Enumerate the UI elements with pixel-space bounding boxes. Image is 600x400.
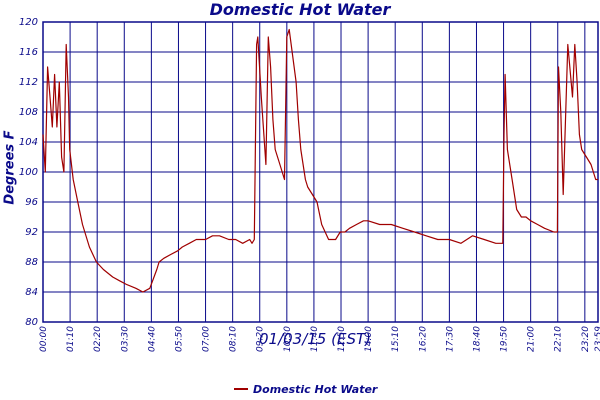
x-tick-label: 18:40: [472, 326, 482, 352]
x-tick-label: 00:00: [39, 326, 49, 352]
x-tick-label: 04:40: [147, 326, 157, 352]
x-tick-label: 09:20: [256, 326, 266, 352]
legend-swatch: [234, 388, 248, 390]
legend: Domestic Hot Water: [234, 381, 377, 397]
y-tick-label: 100: [19, 167, 38, 178]
y-tick-label: 88: [25, 257, 38, 268]
chart-title: Domestic Hot Water: [209, 0, 391, 19]
x-tick-label: 02:20: [93, 326, 103, 352]
y-tick-label: 96: [25, 197, 38, 208]
series-line-domestic-hot-water: [42, 28, 598, 293]
x-tick-label: 01:10: [66, 326, 76, 352]
x-tick-label: 11:40: [310, 326, 320, 352]
x-tick-label: 23:20: [581, 326, 591, 352]
x-tick-label: 08:10: [229, 326, 239, 352]
x-tick-label: 14:00: [364, 326, 374, 352]
x-tick-label: 21:00: [527, 326, 537, 352]
x-tick-label: 19:50: [500, 326, 510, 352]
x-tick-label: 10:30: [283, 326, 293, 352]
x-tick-label: 17:30: [445, 326, 455, 352]
y-tick-label: 108: [19, 107, 38, 118]
x-tick-label: 03:30: [120, 326, 130, 352]
x-tick-label: 23:59: [594, 326, 600, 352]
x-tick-label: 22:10: [554, 326, 564, 352]
y-tick-label: 92: [25, 227, 38, 238]
y-tick-label: 104: [19, 137, 38, 148]
x-tick-label: 05:50: [174, 326, 184, 352]
x-tick-label: 15:10: [391, 326, 401, 352]
legend-label: Domestic Hot Water: [253, 382, 378, 396]
y-tick-label: 80: [25, 317, 38, 328]
x-tick-label: 16:20: [418, 326, 428, 352]
x-tick-label: 07:00: [202, 326, 212, 352]
y-axis-label: Degrees F: [2, 130, 18, 205]
y-tick-label: 84: [25, 287, 38, 298]
y-tick-label: 112: [19, 77, 38, 88]
y-tick-label: 120: [19, 17, 38, 28]
y-tick-label: 116: [19, 47, 38, 58]
x-axis-label: 01/03/15 (EST): [258, 330, 371, 348]
x-tick-label: 12:50: [337, 326, 347, 352]
